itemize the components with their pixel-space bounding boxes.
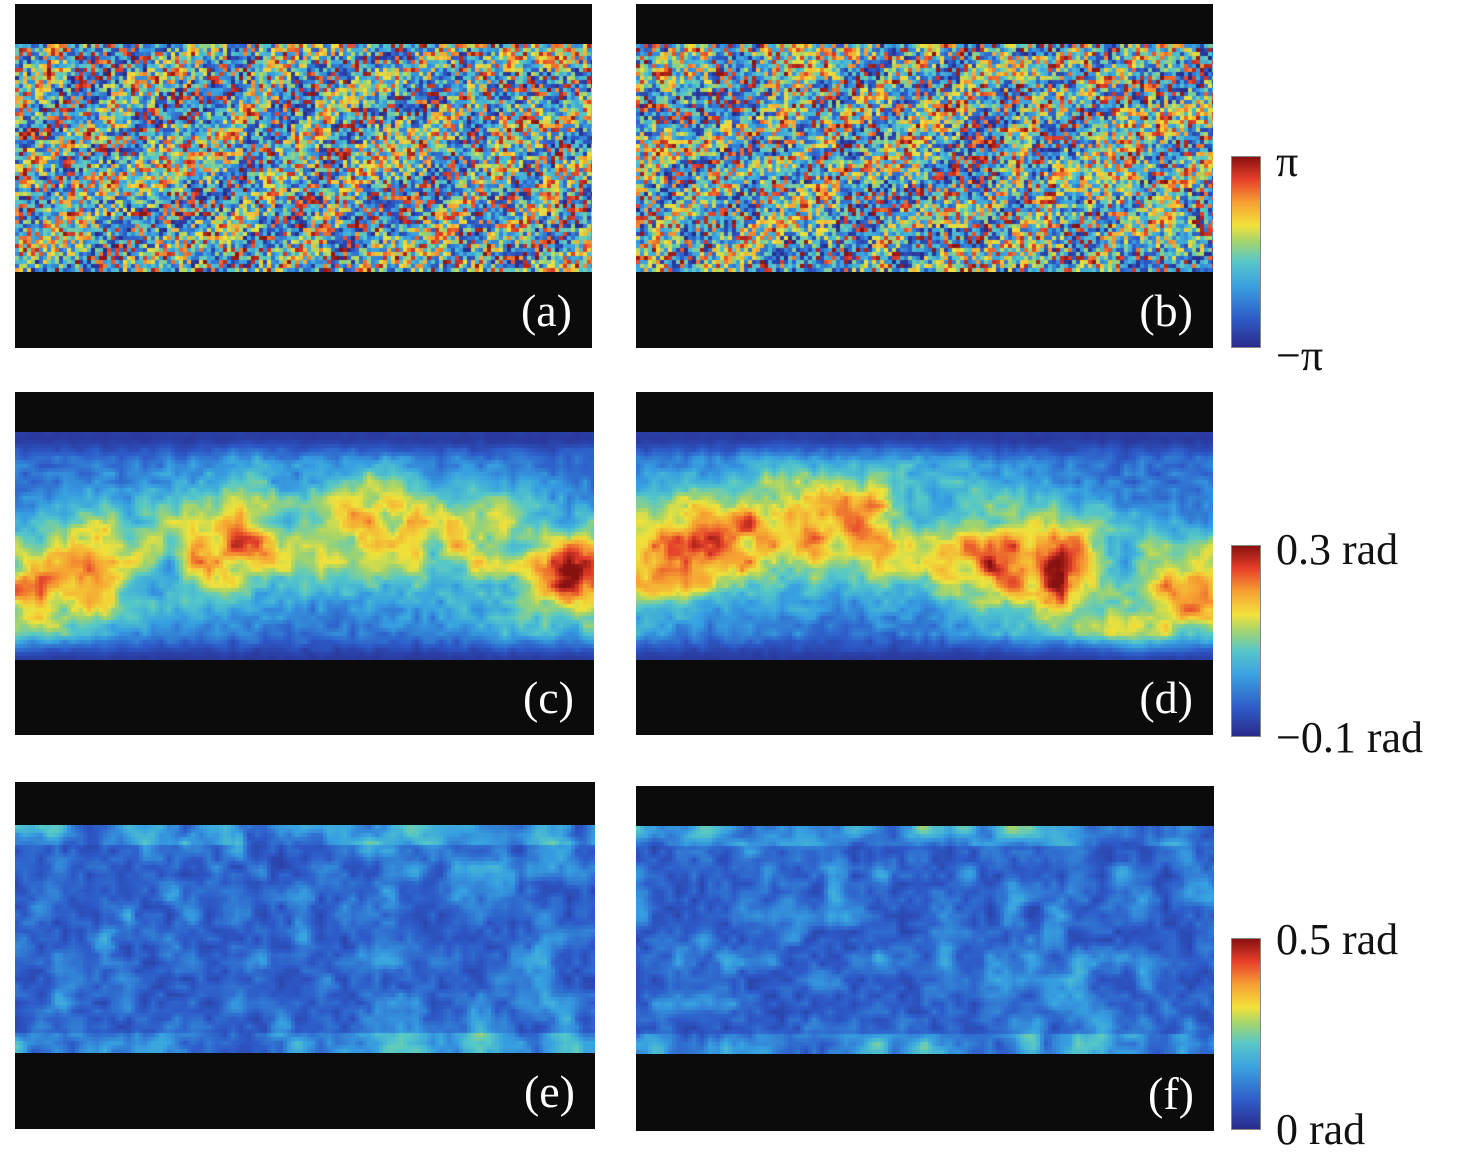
colorbar-error-max-label: 0.5 rad [1276, 915, 1399, 964]
phase-map-b [636, 44, 1213, 272]
panel-label-e: (e) [523, 1066, 575, 1117]
colorbar-unwrapped-min-label: −0.1 rad [1276, 713, 1423, 762]
panel-a: (a) [15, 4, 592, 348]
phase-map-c [15, 432, 594, 660]
panel-b: (b) [636, 4, 1213, 348]
colorbar-error-min-label: 0 rad [1276, 1105, 1366, 1154]
phase-map-f [636, 826, 1214, 1054]
phase-map-a [15, 44, 592, 272]
phase-map-e [15, 825, 595, 1053]
panel-label-d: (d) [1139, 672, 1193, 723]
phase-map-d [636, 432, 1213, 660]
colorbar-phase-min-label: −π [1276, 331, 1324, 380]
colorbar-unwrapped [1231, 545, 1261, 737]
panel-label-f: (f) [1148, 1068, 1194, 1119]
panel-label-a: (a) [520, 285, 572, 336]
panel-c: (c) [15, 392, 594, 735]
panel-d: (d) [636, 392, 1213, 735]
colorbar-phase [1231, 156, 1261, 348]
colorbar-error [1231, 938, 1261, 1130]
panel-f: (f) [636, 786, 1214, 1131]
panel-label-c: (c) [522, 672, 574, 723]
panel-e: (e) [15, 782, 595, 1129]
colorbar-unwrapped-max-label: 0.3 rad [1276, 525, 1399, 574]
panel-label-b: (b) [1139, 285, 1193, 336]
colorbar-phase-max-label: π [1276, 137, 1299, 186]
